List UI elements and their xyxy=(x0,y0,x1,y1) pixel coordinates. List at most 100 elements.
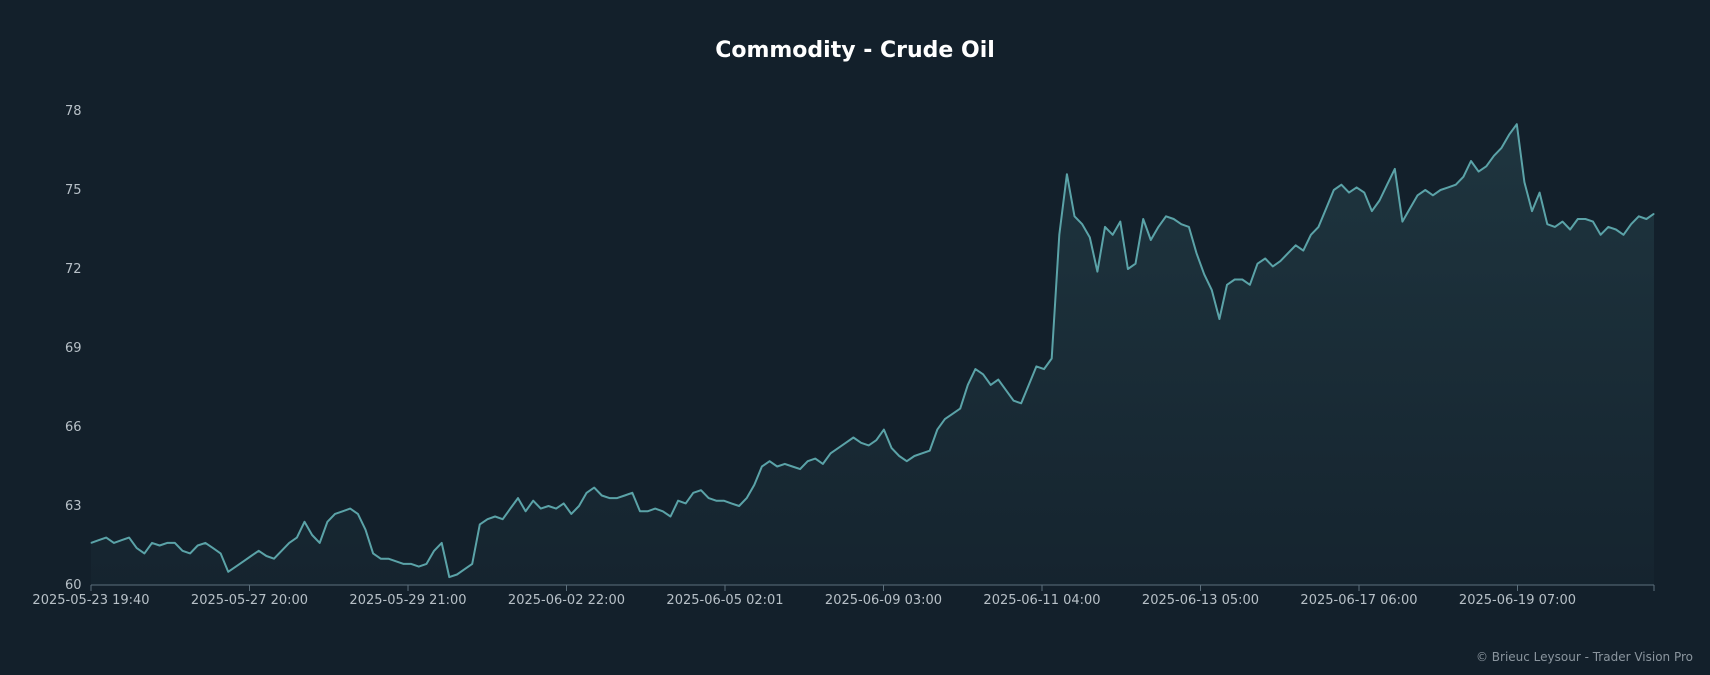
data-point xyxy=(1325,207,1327,210)
data-point xyxy=(1607,226,1610,228)
data-point xyxy=(1119,220,1122,223)
data-point xyxy=(547,505,550,507)
plot-area xyxy=(90,123,1655,585)
data-point xyxy=(989,384,992,386)
data-point xyxy=(654,507,656,510)
data-point xyxy=(768,460,771,463)
data-point xyxy=(326,521,329,523)
x-tick-label: 2025-06-09 03:00 xyxy=(825,593,942,608)
data-point xyxy=(181,550,184,552)
data-point xyxy=(1638,215,1640,218)
data-point xyxy=(471,563,474,565)
data-point xyxy=(875,439,878,442)
data-point xyxy=(1378,199,1381,202)
data-point xyxy=(174,542,176,544)
data-point xyxy=(669,515,672,518)
data-point xyxy=(715,499,717,502)
data-point xyxy=(1561,220,1564,223)
data-point xyxy=(1157,226,1160,228)
y-axis: 60 63 66 69 72 75 78 xyxy=(65,104,82,593)
data-point xyxy=(890,447,893,449)
data-point xyxy=(1089,236,1091,239)
data-point xyxy=(753,484,756,486)
chart-title: Commodity - Crude Oil xyxy=(715,38,995,63)
data-point xyxy=(814,457,817,460)
data-point xyxy=(1180,223,1183,225)
data-point xyxy=(1203,273,1205,276)
data-point xyxy=(1028,384,1030,386)
data-point xyxy=(410,563,413,565)
data-point xyxy=(1432,194,1434,197)
data-point xyxy=(456,573,458,576)
data-point xyxy=(1439,189,1442,191)
data-point xyxy=(921,452,923,455)
data-point xyxy=(257,550,260,552)
data-point xyxy=(829,452,832,455)
data-point xyxy=(372,552,374,555)
data-point xyxy=(1363,191,1366,194)
data-point xyxy=(692,492,695,494)
data-point xyxy=(677,499,679,502)
data-point xyxy=(440,542,443,544)
data-point xyxy=(639,510,641,513)
data-point xyxy=(1081,223,1083,225)
data-point xyxy=(1294,244,1297,247)
data-point xyxy=(318,542,321,544)
data-point xyxy=(1493,155,1495,157)
data-point xyxy=(479,523,481,526)
data-point xyxy=(1073,215,1076,218)
data-point xyxy=(1394,168,1396,170)
data-point xyxy=(1035,365,1038,368)
data-point xyxy=(1569,228,1571,231)
data-point xyxy=(303,521,306,523)
data-point xyxy=(898,455,900,457)
y-tick-label: 66 xyxy=(65,420,82,435)
data-point xyxy=(166,542,168,544)
data-point xyxy=(448,576,451,578)
data-point xyxy=(1333,189,1335,191)
data-point xyxy=(1538,191,1541,194)
data-point xyxy=(1371,210,1373,212)
data-point xyxy=(646,510,649,513)
data-point xyxy=(273,557,275,560)
data-point xyxy=(1310,234,1312,236)
data-point xyxy=(1043,368,1045,370)
data-point xyxy=(555,507,557,510)
data-point xyxy=(1066,173,1068,175)
data-point xyxy=(1165,215,1167,218)
data-point xyxy=(784,463,786,465)
data-point xyxy=(196,544,199,547)
data-point xyxy=(1508,133,1510,136)
data-point xyxy=(913,455,916,457)
data-point xyxy=(974,368,977,370)
data-point xyxy=(570,513,573,515)
data-point xyxy=(1233,278,1236,281)
data-point xyxy=(1096,270,1099,273)
data-point xyxy=(1455,183,1457,186)
data-point xyxy=(1577,218,1579,220)
data-point xyxy=(341,510,344,513)
data-point xyxy=(1195,252,1198,254)
data-point xyxy=(1409,207,1411,210)
data-point xyxy=(860,442,862,444)
data-point xyxy=(105,536,107,539)
x-tick-label: 2025-05-23 19:40 xyxy=(32,593,149,608)
data-point xyxy=(379,557,382,560)
data-point xyxy=(151,542,153,544)
data-point xyxy=(1554,226,1556,228)
data-point xyxy=(311,534,313,536)
data-point xyxy=(227,571,229,573)
data-point xyxy=(1615,228,1617,231)
data-point xyxy=(1355,186,1358,189)
data-point xyxy=(1241,278,1244,281)
data-point xyxy=(135,547,138,549)
data-point xyxy=(1005,389,1007,391)
data-point xyxy=(1424,189,1427,191)
data-point xyxy=(90,542,92,544)
data-point xyxy=(1302,249,1305,252)
data-point xyxy=(707,497,710,499)
data-point xyxy=(463,568,466,570)
data-point xyxy=(944,418,946,420)
data-point xyxy=(1645,218,1648,220)
